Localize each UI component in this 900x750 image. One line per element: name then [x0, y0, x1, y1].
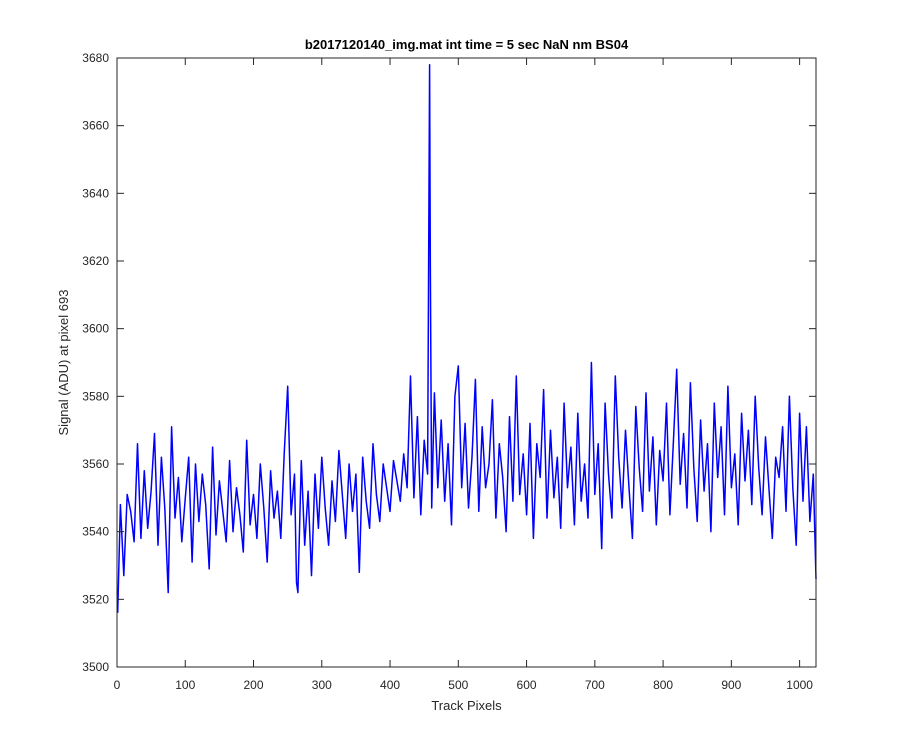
x-tick-label: 200: [244, 678, 264, 692]
y-tick-label: 3560: [82, 457, 109, 471]
x-tick-label: 500: [448, 678, 468, 692]
x-tick-label: 300: [312, 678, 332, 692]
y-tick-label: 3680: [82, 51, 109, 65]
x-tick-label: 700: [585, 678, 605, 692]
x-tick-label: 1000: [786, 678, 813, 692]
y-tick-label: 3640: [82, 186, 109, 200]
y-tick-label: 3520: [82, 592, 109, 606]
series-line-0: [116, 64, 817, 613]
y-tick-label: 3600: [82, 322, 109, 336]
x-tick-label: 900: [721, 678, 741, 692]
y-tick-label: 3620: [82, 254, 109, 268]
y-tick-label: 3660: [82, 119, 109, 133]
y-tick-label: 3540: [82, 525, 109, 539]
ticks-layer: 0 100 200 300 400 500 600 700 800 900 1000 3500 3520…: [82, 51, 816, 692]
x-axis-label: Track Pixels: [431, 698, 502, 713]
x-tick-label: 800: [653, 678, 673, 692]
y-tick-label: 3500: [82, 660, 109, 674]
plot-area: [117, 58, 816, 667]
x-tick-label: 600: [517, 678, 537, 692]
axes-box: [116, 57, 817, 668]
x-tick-label: 100: [175, 678, 195, 692]
chart-title: b2017120140_img.mat int time = 5 sec NaN…: [305, 37, 629, 52]
x-tick-label: 0: [114, 678, 121, 692]
y-tick-label: 3580: [82, 389, 109, 403]
series-layer: [116, 64, 817, 613]
x-tick-label: 400: [380, 678, 400, 692]
axes-layer: [116, 57, 817, 668]
y-axis-label: Signal (ADU) at pixel 693: [56, 290, 71, 436]
